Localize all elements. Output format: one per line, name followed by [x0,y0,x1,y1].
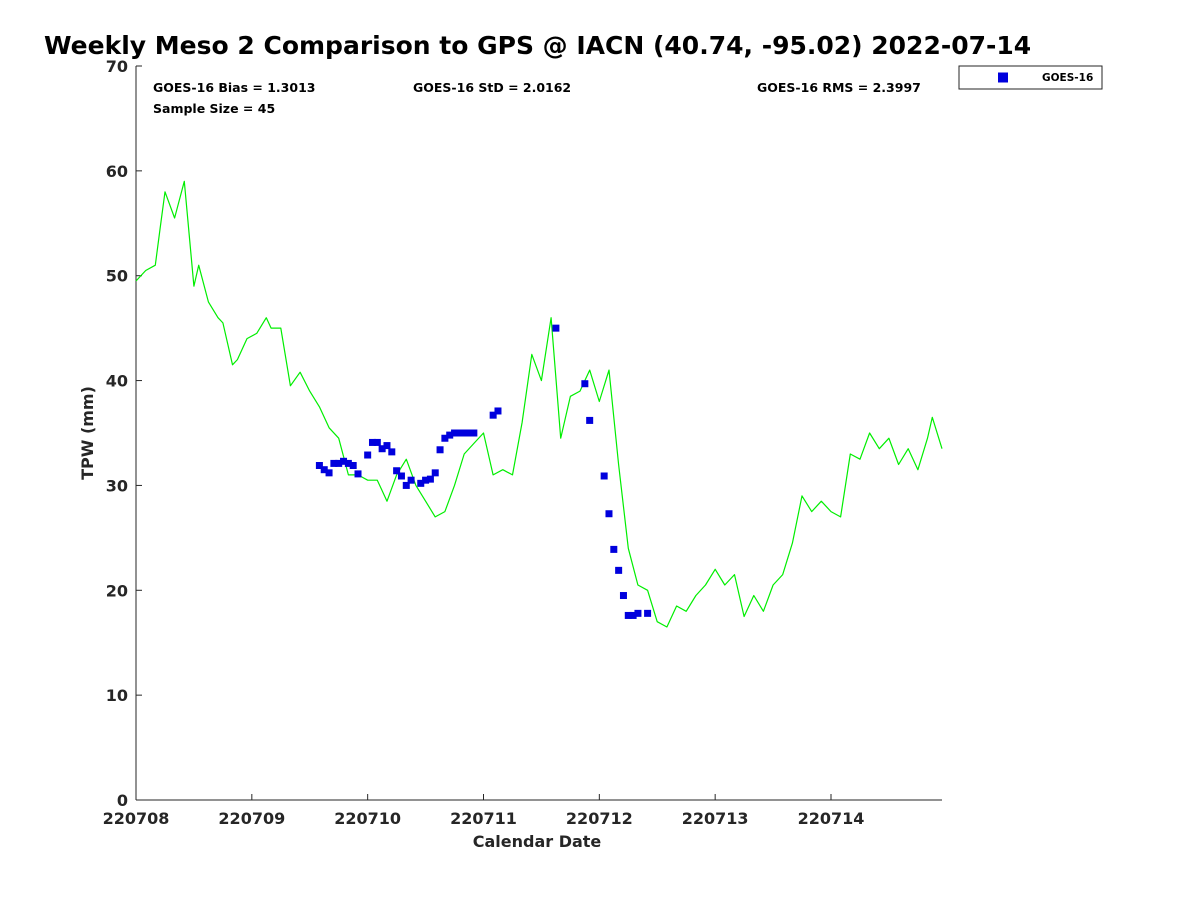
goes16-point [335,459,343,467]
goes16-point [489,411,497,419]
x-tick-label: 220709 [218,809,285,828]
goes16-point [446,431,454,439]
goes16-point [619,592,627,600]
goes16-point [431,469,439,477]
goes16-point [325,469,333,477]
series-goes16-points [315,324,652,619]
goes16-point [354,470,362,478]
goes16-point [349,462,357,470]
goes16-point [455,429,463,437]
x-tick-label: 220712 [566,809,633,828]
y-tick-label: 70 [106,57,128,76]
goes16-point [605,510,613,518]
chart-title: Weekly Meso 2 Comparison to GPS @ IACN (… [44,31,1031,60]
goes16-point [465,429,473,437]
bias-stat: GOES-16 Bias = 1.3013 [153,80,315,95]
goes16-point [417,479,425,487]
y-tick-label: 40 [106,372,128,391]
goes16-point [436,446,444,454]
goes16-point [402,481,410,489]
y-tick-label: 30 [106,476,128,495]
y-tick-label: 60 [106,162,128,181]
goes16-point [441,434,449,442]
goes16-point [378,445,386,453]
legend-marker-goes16 [998,72,1008,83]
y-tick-label: 10 [106,686,128,705]
goes16-point [368,438,376,446]
goes16-point [624,611,632,619]
x-tick-label: 220711 [450,809,517,828]
goes16-point [407,476,415,484]
x-tick-label: 220708 [103,809,170,828]
goes16-point [610,545,618,553]
goes16-point [460,429,468,437]
goes16-point [422,476,430,484]
goes16-point [388,448,396,456]
x-axis-ticks: 220708 220709 220710 220711 220712 220713 2207… [103,794,865,828]
legend-box [958,65,1103,90]
goes16-point [451,429,459,437]
std-stat: GOES-16 StD = 2.0162 [413,80,571,95]
x-tick-label: 220714 [798,809,865,828]
legend: GOES-16 [958,65,1103,90]
goes16-point [364,451,372,459]
y-tick-label: 20 [106,581,128,600]
x-axis-label: Calendar Date [473,832,602,851]
y-tick-label: 0 [117,791,128,810]
goes16-point [586,416,594,424]
series-gps-line [135,180,943,628]
y-axis-label: TPW (mm) [78,386,97,480]
plot-frame [135,66,942,801]
goes16-point [344,459,352,467]
goes16-point [383,442,391,450]
goes16-point [494,407,502,415]
legend-label-goes16: GOES-16 [1042,72,1093,84]
rms-stat: GOES-16 RMS = 2.3997 [757,80,921,95]
goes16-point [340,457,348,465]
goes16-point [615,566,623,574]
goes16-point [397,472,405,480]
y-axis-ticks: 0 10 20 30 40 50 60 70 [106,57,142,810]
goes16-point [629,611,637,619]
goes16-point [634,609,642,617]
goes16-point [320,466,328,474]
x-tick-label: 220710 [334,809,401,828]
y-tick-label: 50 [106,267,128,286]
goes16-point [581,380,589,388]
goes16-point [393,467,401,475]
goes16-point [552,324,560,332]
x-tick-label: 220713 [682,809,749,828]
series-layer [135,180,943,628]
goes16-point [600,472,608,480]
goes16-point [644,609,652,617]
sample-size-stat: Sample Size = 45 [153,101,275,116]
goes16-point [330,459,338,467]
goes16-point [373,438,381,446]
goes16-point [426,475,434,483]
goes16-point [470,429,478,437]
goes16-point [315,462,323,470]
